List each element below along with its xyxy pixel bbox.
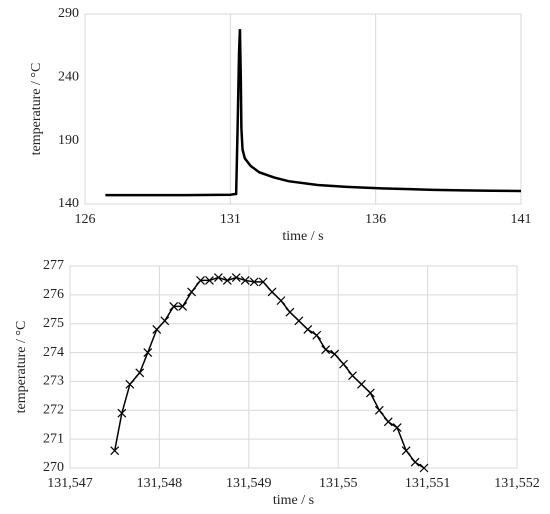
x-tick-label: 141 <box>511 212 532 227</box>
x-tick-label: 126 <box>75 212 96 227</box>
y-tick-label: 277 <box>43 258 64 273</box>
y-tick-label: 140 <box>58 196 79 211</box>
y-tick-label: 270 <box>43 460 64 475</box>
data-marker <box>160 316 170 326</box>
y-tick-label: 273 <box>43 374 64 389</box>
data-marker <box>143 348 153 357</box>
y-tick-label: 276 <box>43 287 64 302</box>
data-marker <box>401 446 411 456</box>
x-tick-label: 131,547 <box>47 476 93 491</box>
x-tick-label: 131,548 <box>137 476 183 491</box>
data-marker <box>178 301 188 311</box>
x-tick-label: 131,552 <box>494 476 540 491</box>
y-tick-label: 240 <box>58 70 79 85</box>
data-marker <box>196 276 205 285</box>
data-marker <box>276 296 286 306</box>
x-tick-label: 136 <box>365 212 386 227</box>
y-axis-title: temperature / °C <box>14 321 29 414</box>
y-tick-label: 290 <box>58 6 79 21</box>
data-marker <box>348 371 357 381</box>
data-marker <box>240 276 250 285</box>
x-tick-label: 131 <box>220 212 241 227</box>
data-marker <box>135 368 145 378</box>
data-marker <box>117 408 127 418</box>
data-marker <box>365 388 375 398</box>
data-marker <box>258 277 268 287</box>
data-marker <box>267 287 277 297</box>
data-marker <box>410 457 420 467</box>
data-marker <box>213 273 223 282</box>
data-marker <box>231 273 241 282</box>
data-marker <box>285 307 295 317</box>
data-line <box>105 29 522 197</box>
x-tick-label: 131,549 <box>226 476 272 491</box>
data-marker <box>222 276 232 285</box>
x-axis-title: time / s <box>282 229 323 244</box>
data-marker <box>312 330 322 340</box>
y-tick-label: 275 <box>43 316 64 331</box>
data-marker <box>110 446 120 456</box>
x-axis-title: time / s <box>273 493 314 508</box>
y-tick-label: 271 <box>43 431 64 446</box>
data-marker <box>187 287 197 297</box>
x-tick-label: 131,55 <box>319 476 358 491</box>
data-marker <box>125 379 135 389</box>
data-marker <box>392 423 402 433</box>
y-tick-label: 190 <box>58 133 79 148</box>
y-axis-title: temperature / °C <box>29 63 44 156</box>
data-marker <box>169 301 179 311</box>
data-marker <box>205 276 214 285</box>
data-marker <box>339 359 348 369</box>
data-marker <box>294 316 304 326</box>
data-marker <box>383 417 393 427</box>
data-marker <box>321 345 331 355</box>
data-marker <box>303 325 313 334</box>
data-marker <box>330 349 340 359</box>
data-marker <box>249 277 259 287</box>
x-tick-label: 131,551 <box>405 476 451 491</box>
y-tick-label: 272 <box>43 403 64 418</box>
y-tick-label: 274 <box>43 345 64 360</box>
plot-frame <box>84 13 522 205</box>
data-marker <box>374 405 384 415</box>
plot-frame <box>69 265 518 469</box>
data-marker <box>419 463 429 473</box>
data-marker <box>152 325 162 334</box>
data-marker <box>357 379 366 389</box>
